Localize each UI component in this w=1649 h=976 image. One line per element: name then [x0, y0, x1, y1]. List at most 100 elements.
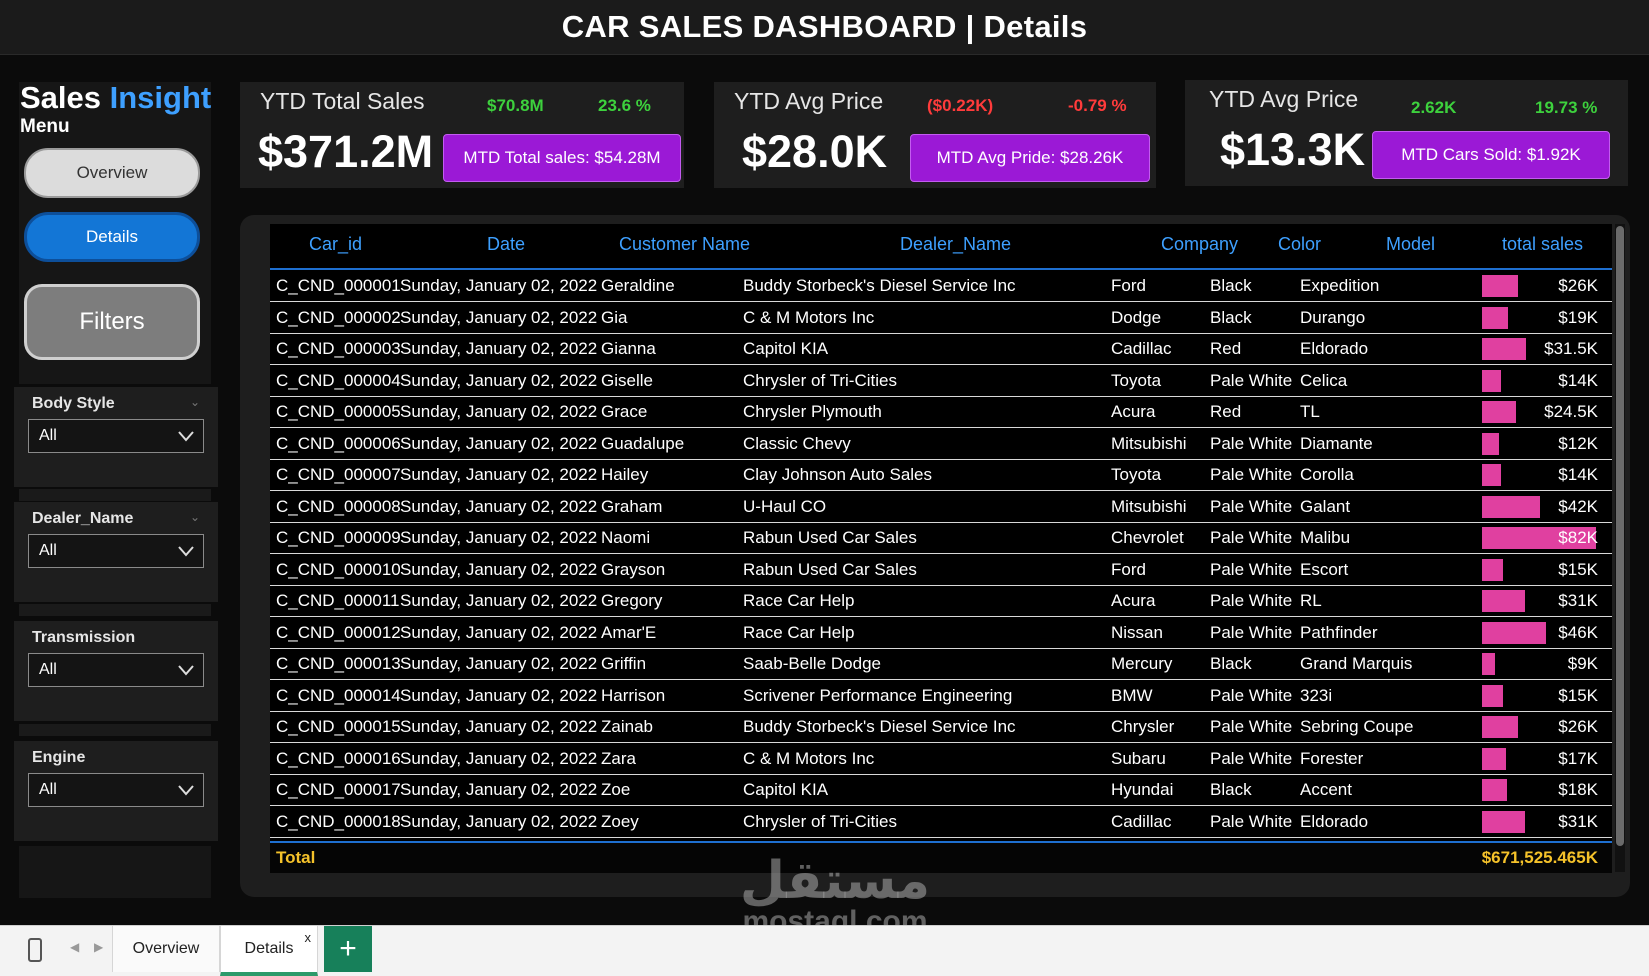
cell-model: RL: [1300, 591, 1322, 610]
table-row[interactable]: C_CND_000005 Sunday, January 02, 2022 Grac…: [270, 396, 1612, 428]
table-row[interactable]: C_CND_000009 Sunday, January 02, 2022 Naom…: [270, 522, 1612, 554]
table-row[interactable]: C_CND_000004 Sunday, January 02, 2022 Gise…: [270, 365, 1612, 397]
column-header-car-id[interactable]: Car_id: [309, 234, 363, 254]
table-row[interactable]: C_CND_000016 Sunday, January 02, 2022 Zara…: [270, 743, 1612, 775]
column-header-company[interactable]: Company: [1161, 234, 1239, 254]
cell-color: Black: [1210, 780, 1252, 799]
engine-filter: Engine All: [14, 741, 218, 841]
cell-car-id: C_CND_000015: [276, 717, 401, 736]
table-row[interactable]: C_CND_000018 Sunday, January 02, 2022 Zoey…: [270, 806, 1612, 838]
cell-dealer: C & M Motors Inc: [743, 307, 875, 327]
table-row[interactable]: C_CND_000003 Sunday, January 02, 2022 Gian…: [270, 333, 1612, 365]
cell-model: Expedition: [1300, 276, 1380, 295]
cell-total-sales: $26K: [1558, 717, 1598, 736]
tab-details[interactable]: Details x: [220, 926, 318, 976]
chevron-left-icon[interactable]: ◀: [70, 940, 80, 954]
cell-company: Cadillac: [1111, 811, 1172, 831]
cell-dealer: Buddy Storbeck's Diesel Service Inc: [743, 276, 1016, 295]
cell-total-sales: $19K: [1558, 307, 1598, 327]
cell-car-id: C_CND_000017: [276, 780, 401, 799]
mobile-layout-icon[interactable]: [28, 938, 42, 962]
body-style-dropdown[interactable]: All: [28, 419, 204, 453]
cell-date: Sunday, January 02, 2022: [400, 276, 598, 295]
table-scrollbar[interactable]: [1615, 224, 1625, 872]
kpi-delta-percent: 19.73 %: [1535, 98, 1598, 117]
column-header-date[interactable]: Date: [487, 234, 526, 254]
cell-customer: Guadalupe: [601, 433, 685, 453]
cell-date: Sunday, January 02, 2022: [400, 465, 598, 484]
table-row[interactable]: C_CND_000017 Sunday, January 02, 2022 Zoe C…: [270, 774, 1612, 806]
table-row[interactable]: C_CND_000001 Sunday, January 02, 2022 Gera…: [270, 270, 1612, 302]
cell-company: Subaru: [1111, 748, 1166, 768]
mtd-avg-price-button[interactable]: MTD Avg Pride: $28.26K: [910, 134, 1150, 182]
dealer-name-filter: Dealer_Name ⌄ All: [14, 502, 218, 602]
cell-car-id: C_CND_000004: [276, 370, 401, 390]
filters-button[interactable]: Filters: [24, 284, 200, 360]
cell-company: Toyota: [1111, 465, 1162, 484]
table-row[interactable]: C_CND_000013 Sunday, January 02, 2022 Grif…: [270, 648, 1612, 680]
cell-customer: Geraldine: [601, 276, 675, 295]
table-row[interactable]: C_CND_000007 Sunday, January 02, 2022 Hail…: [270, 459, 1612, 491]
engine-dropdown[interactable]: All: [28, 773, 204, 807]
cell-total-sales: $15K: [1558, 559, 1598, 579]
chevron-down-icon[interactable]: ⌄: [189, 510, 200, 524]
column-header-color[interactable]: Color: [1278, 234, 1322, 254]
sales-data-bar: [1482, 779, 1507, 801]
chevron-right-icon[interactable]: ▶: [94, 940, 104, 954]
cell-color: Pale White: [1210, 465, 1293, 484]
column-header-model[interactable]: Model: [1386, 234, 1436, 254]
details-nav-button[interactable]: Details: [24, 212, 200, 262]
tab-overview[interactable]: Overview: [112, 926, 220, 972]
table-row[interactable]: C_CND_000006 Sunday, January 02, 2022 Guad…: [270, 428, 1612, 460]
sales-data-bar: [1482, 432, 1499, 455]
cell-date: Sunday, January 02, 2022: [400, 811, 598, 831]
cell-company: Ford: [1111, 559, 1146, 579]
add-page-button[interactable]: +: [324, 926, 372, 972]
cell-company: Toyota: [1111, 370, 1162, 390]
cell-model: Malibu: [1300, 528, 1351, 547]
overview-nav-button[interactable]: Overview: [24, 148, 200, 198]
dealer-name-dropdown[interactable]: All: [28, 534, 204, 568]
transmission-dropdown[interactable]: All: [28, 653, 204, 687]
cell-color: Pale White: [1210, 685, 1293, 705]
table-body[interactable]: C_CND_000001 Sunday, January 02, 2022 Gera…: [270, 270, 1612, 838]
cell-car-id: C_CND_000011: [276, 591, 400, 610]
filter-divider: [19, 604, 211, 616]
details-table[interactable]: Car_id Date Customer Name Dealer_Name Co…: [270, 224, 1612, 873]
cell-car-id: C_CND_000010: [276, 559, 401, 579]
cell-color: Red: [1210, 339, 1242, 358]
table-row[interactable]: C_CND_000008 Sunday, January 02, 2022 Grah…: [270, 491, 1612, 523]
column-header-dealer-name[interactable]: Dealer_Name: [900, 234, 1012, 254]
cell-car-id: C_CND_000007: [276, 465, 401, 484]
kpi-value: $28.0K: [742, 126, 888, 177]
table-row[interactable]: C_CND_000012 Sunday, January 02, 2022 Amar…: [270, 617, 1612, 649]
cell-color: Black: [1210, 307, 1252, 327]
table-row[interactable]: C_CND_000002 Sunday, January 02, 2022 Gia C…: [270, 302, 1612, 334]
table-row[interactable]: C_CND_000010 Sunday, January 02, 2022 Gray…: [270, 554, 1612, 586]
sales-data-bar: [1482, 684, 1503, 707]
table-row[interactable]: C_CND_000011 Sunday, January 02, 2022 Greg…: [270, 585, 1612, 617]
cell-date: Sunday, January 02, 2022: [400, 528, 598, 547]
cell-model: Sebring Coupe: [1300, 717, 1414, 736]
filter-label: Dealer_Name: [32, 510, 134, 527]
chevron-down-icon[interactable]: ⌄: [189, 395, 200, 409]
close-icon[interactable]: x: [304, 930, 312, 945]
mtd-cars-sold-button[interactable]: MTD Cars Sold: $1.92K: [1372, 131, 1610, 179]
cell-color: Pale White: [1210, 622, 1293, 642]
cell-dealer: Chrysler of Tri-Cities: [743, 370, 897, 390]
column-header-total-sales[interactable]: total sales: [1502, 234, 1584, 254]
cell-total-sales: $42K: [1558, 496, 1598, 516]
mtd-total-sales-button[interactable]: MTD Total sales: $54.28M: [443, 134, 681, 182]
scrollbar-thumb[interactable]: [1616, 226, 1624, 846]
table-row[interactable]: C_CND_000014 Sunday, January 02, 2022 Harr…: [270, 680, 1612, 712]
sales-data-bar: [1482, 306, 1508, 329]
cell-company: Chrysler: [1111, 717, 1175, 736]
table-row[interactable]: C_CND_000015 Sunday, January 02, 2022 Zain…: [270, 711, 1612, 743]
cell-total-sales: $9K: [1567, 654, 1598, 673]
kpi-delta-amount: ($0.22K): [927, 96, 994, 115]
column-header-customer-name[interactable]: Customer Name: [619, 234, 751, 254]
cell-customer: Gia: [601, 307, 628, 327]
cell-company: Dodge: [1111, 307, 1162, 327]
cell-model: Pathfinder: [1300, 622, 1378, 642]
cell-dealer: Race Car Help: [743, 622, 855, 642]
